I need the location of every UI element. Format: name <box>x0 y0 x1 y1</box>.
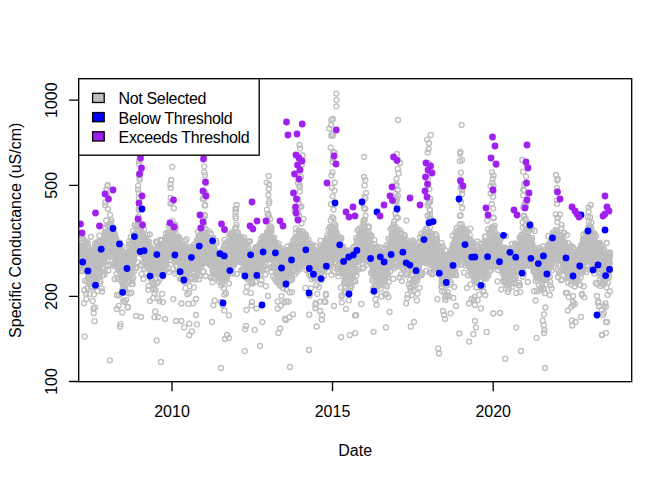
svg-text:Not Selected: Not Selected <box>119 90 206 107</box>
svg-text:2010: 2010 <box>154 403 190 420</box>
svg-text:500: 500 <box>43 172 60 199</box>
svg-text:Below Threshold: Below Threshold <box>119 110 233 127</box>
svg-text:2015: 2015 <box>315 403 351 420</box>
svg-text:Exceeds Threshold: Exceeds Threshold <box>119 129 250 146</box>
svg-text:2020: 2020 <box>475 403 511 420</box>
svg-text:100: 100 <box>43 368 60 395</box>
svg-text:1000: 1000 <box>43 82 60 118</box>
svg-text:Date: Date <box>338 442 372 459</box>
svg-text:200: 200 <box>43 283 60 310</box>
svg-text:Specific Conductance (uS/cm): Specific Conductance (uS/cm) <box>8 123 25 338</box>
